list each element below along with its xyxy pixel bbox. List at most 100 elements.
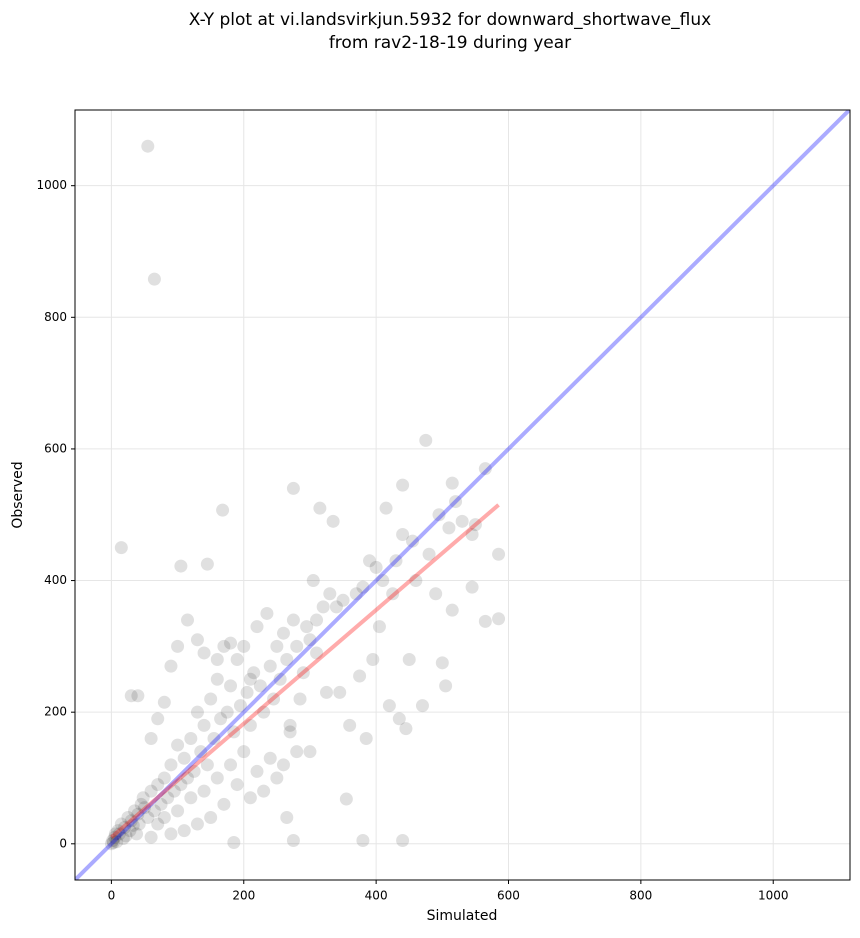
scatter-point xyxy=(184,732,198,746)
scatter-point xyxy=(230,653,244,667)
scatter-point xyxy=(326,514,340,528)
scatter-point xyxy=(147,272,161,286)
scatter-point xyxy=(372,620,386,634)
scatter-point xyxy=(300,620,314,634)
reference-line xyxy=(110,503,500,839)
scatter-point xyxy=(210,771,224,785)
scatter-point xyxy=(465,527,479,541)
scatter-point xyxy=(151,778,165,792)
chart-subtitle: from rav2-18-19 during year xyxy=(329,33,571,53)
scatter-point xyxy=(356,834,370,848)
scatter-point xyxy=(151,817,165,831)
scatter-point xyxy=(435,656,449,670)
scatter-point xyxy=(353,669,367,683)
scatter-point xyxy=(141,139,155,153)
scatter-point xyxy=(329,600,343,614)
scatter-point xyxy=(445,603,459,617)
scatter-point xyxy=(224,636,238,650)
scatter-point xyxy=(270,639,284,653)
scatter-point xyxy=(283,718,297,732)
scatter-point xyxy=(250,620,264,634)
scatter-point xyxy=(123,824,137,838)
scatter-point xyxy=(204,692,218,706)
scatter-point xyxy=(237,745,251,759)
scatter-point xyxy=(200,758,214,772)
scatter-point xyxy=(134,797,148,811)
scatter-point xyxy=(227,835,241,849)
scatter-point xyxy=(379,501,393,515)
scatter-point xyxy=(492,547,506,561)
scatter-point xyxy=(429,587,443,601)
scatter-point xyxy=(286,481,300,495)
scatter-point xyxy=(164,827,178,841)
scatter-point xyxy=(442,521,456,535)
scatter-point xyxy=(478,462,492,476)
scatter-point xyxy=(174,559,188,573)
scatter-point xyxy=(106,834,120,848)
scatter-point xyxy=(386,587,400,601)
y-tick-label: 800 xyxy=(44,310,67,324)
y-tick-label: 600 xyxy=(44,441,67,455)
scatter-point xyxy=(157,810,171,824)
scatter-point xyxy=(422,547,436,561)
scatter-point xyxy=(455,514,469,528)
scatter-point xyxy=(190,633,204,647)
scatter-point xyxy=(161,791,175,805)
scatter-point xyxy=(144,784,158,798)
scatter-point xyxy=(316,600,330,614)
scatter-point xyxy=(419,433,433,447)
y-tick-label: 1000 xyxy=(36,178,67,192)
scatter-point xyxy=(270,771,284,785)
scatter-point xyxy=(200,557,214,571)
scatter-point xyxy=(280,810,294,824)
scatter-point xyxy=(389,554,403,568)
scatter-point xyxy=(131,689,145,703)
scatter-point xyxy=(465,580,479,594)
scatter-point xyxy=(137,801,151,815)
scatter-point xyxy=(106,835,120,849)
y-tick-label: 200 xyxy=(44,705,67,719)
scatter-point xyxy=(174,778,188,792)
scatter-point xyxy=(154,797,168,811)
scatter-point xyxy=(164,659,178,673)
scatter-point xyxy=(402,653,416,667)
scatter-point xyxy=(478,614,492,628)
scatter-point xyxy=(267,692,281,706)
scatter-point xyxy=(250,764,264,778)
scatter-point xyxy=(151,712,165,726)
scatter-point xyxy=(187,764,201,778)
scatter-point xyxy=(240,685,254,699)
scatter-point xyxy=(290,745,304,759)
x-axis-label: Simulated xyxy=(427,908,498,924)
scatter-point xyxy=(376,574,390,588)
scatter-point xyxy=(118,820,132,834)
scatter-point xyxy=(263,659,277,673)
scatter-point xyxy=(237,639,251,653)
scatter-point xyxy=(243,672,257,686)
scatter-point xyxy=(230,778,244,792)
chart-title: X-Y plot at vi.landsvirkjun.5932 for dow… xyxy=(189,10,711,30)
scatter-point xyxy=(141,810,155,824)
scatter-point xyxy=(144,732,158,746)
scatter-point xyxy=(310,613,324,627)
scatter-point xyxy=(167,784,181,798)
x-tick-label: 400 xyxy=(365,889,388,903)
scatter-point xyxy=(257,705,271,719)
scatter-point xyxy=(116,832,130,846)
scatter-point xyxy=(190,817,204,831)
scatter-point xyxy=(253,679,267,693)
scatter-point xyxy=(257,784,271,798)
scatter-point xyxy=(121,810,135,824)
scatter-point xyxy=(399,722,413,736)
scatter-point xyxy=(181,771,195,785)
scatter-point xyxy=(214,712,228,726)
y-tick-label: 400 xyxy=(44,573,67,587)
scatter-point xyxy=(382,699,396,713)
scatter-point xyxy=(197,718,211,732)
plot-frame xyxy=(74,109,851,881)
scatter-point xyxy=(108,830,122,844)
scatter-point xyxy=(396,834,410,848)
scatter-point xyxy=(283,725,297,739)
scatter-point xyxy=(197,784,211,798)
